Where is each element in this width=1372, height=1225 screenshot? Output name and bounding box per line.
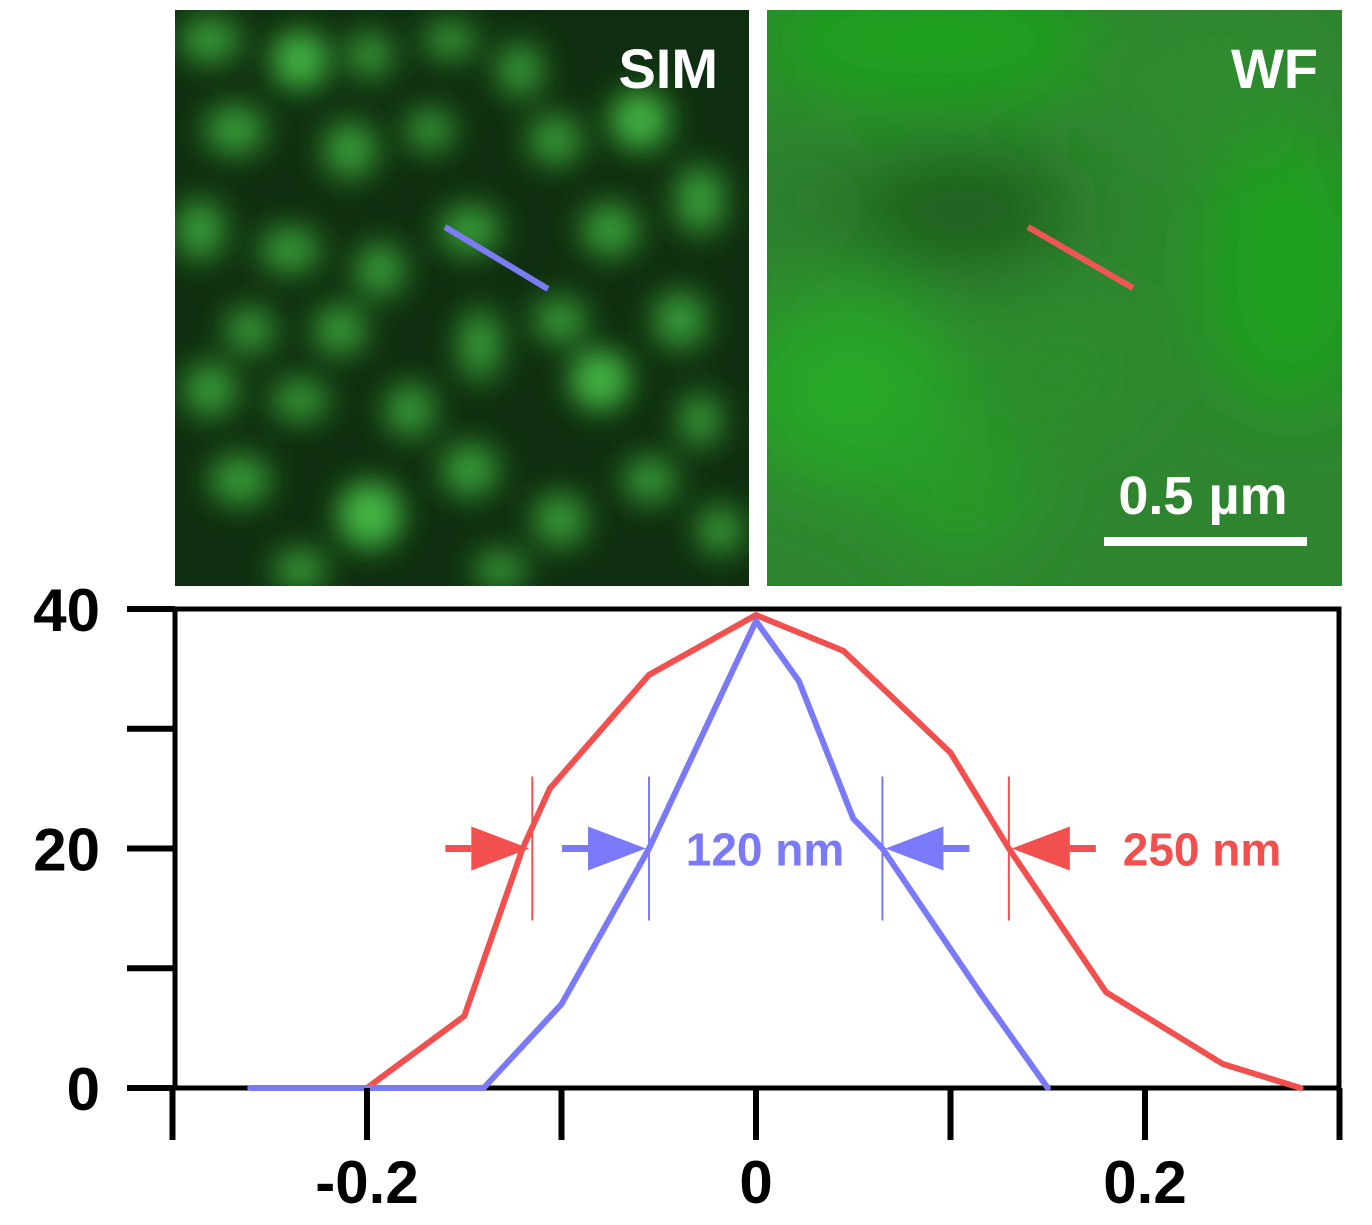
- series-layer: [247, 612, 1304, 1091]
- wf-panel-label: WF: [1231, 37, 1318, 100]
- scale-bar-label: 0.5 µm: [1118, 466, 1287, 526]
- scale-bar: [1104, 537, 1307, 546]
- sim-panel-label: SIM: [618, 37, 718, 100]
- fwhm-arrow-left-0-head: [588, 826, 647, 871]
- wf-image-panel: [767, 10, 1342, 586]
- fwhm-arrow-left-1: [445, 826, 530, 871]
- series-line-0: [247, 612, 1304, 1091]
- axis-layer: -0.2 0 0.2 0 20 40: [33, 577, 1343, 1216]
- fwhm-arrow-right-0-head: [885, 826, 944, 871]
- series-line-1: [247, 618, 1051, 1091]
- fwhm-arrow-right-1: [1011, 826, 1096, 871]
- fwhm-label-1: 250 nm: [1123, 824, 1282, 876]
- fwhm-label-0: 120 nm: [686, 824, 845, 876]
- fwhm-arrow-right-0: [885, 826, 970, 871]
- y-tick-label-0: 0: [67, 1056, 100, 1123]
- sim-image-panel: [175, 10, 749, 586]
- sim-profile-line: [443, 224, 550, 292]
- x-tick-label-0: -0.2: [315, 1149, 418, 1216]
- fwhm-arrow-right-1-head: [1011, 826, 1070, 871]
- y-tick-label-1: 20: [33, 817, 100, 884]
- x-tick-label-2: 0.2: [1103, 1149, 1186, 1216]
- wf-profile-line: [1026, 224, 1135, 291]
- x-tick-label-1: 0: [739, 1149, 772, 1216]
- fwhm-arrow-left-0: [562, 826, 647, 871]
- fwhm-arrow-left-1-head: [471, 826, 530, 871]
- profile-chart: 120 nm 250 nm -0.2 0 0.2 0 20 40: [33, 577, 1343, 1216]
- annotation-layer: 120 nm 250 nm: [445, 776, 1282, 921]
- y-tick-label-2: 40: [33, 577, 100, 644]
